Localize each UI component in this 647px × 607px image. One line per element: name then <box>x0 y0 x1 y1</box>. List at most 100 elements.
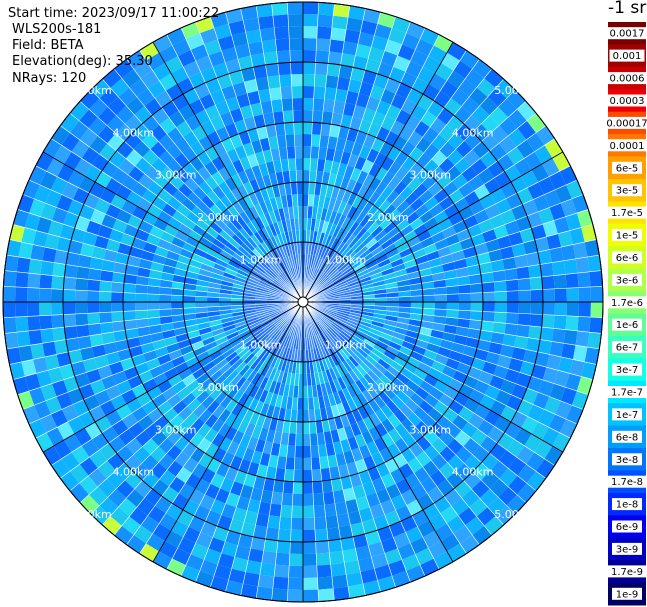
ppi-gate <box>363 402 375 417</box>
instrument-label: WLS200s-181 <box>12 22 102 37</box>
ppi-gate <box>270 442 281 457</box>
ppi-gate <box>448 400 464 415</box>
ppi-gate <box>370 225 384 238</box>
ppi-gate <box>361 159 374 174</box>
ppi-gate <box>120 233 135 247</box>
ppi-gate <box>174 152 190 169</box>
ppi-gate <box>415 168 431 184</box>
ppi-gate <box>68 239 83 255</box>
ppi-gate <box>526 252 540 267</box>
ppi-gate <box>36 370 52 388</box>
ppi-gate <box>271 588 288 602</box>
ppi-gate <box>334 278 346 286</box>
ppi-gate <box>277 358 285 371</box>
ppi-gate <box>438 372 453 386</box>
ppi-gate <box>205 510 222 527</box>
ppi-gate <box>159 315 173 325</box>
colorbar-label-bg <box>612 273 642 286</box>
ppi-gate <box>219 305 232 311</box>
ppi-gate <box>284 231 291 244</box>
ppi-gate <box>467 328 481 340</box>
ppi-gate <box>247 277 260 285</box>
ppi-gate <box>225 492 240 508</box>
ppi-gate <box>290 324 296 337</box>
ppi-gate <box>511 243 526 258</box>
ppi-gate <box>541 314 555 329</box>
ppi-gate <box>388 253 402 263</box>
ppi-gate <box>438 462 456 480</box>
colorbar-label-bg <box>606 475 647 488</box>
ppi-gate <box>172 189 188 204</box>
ppi-gate <box>438 196 454 211</box>
ppi-gate <box>369 503 385 519</box>
ppi-gate <box>349 116 363 131</box>
ppi-gate <box>232 159 245 174</box>
ppi-gate <box>258 314 271 322</box>
ppi-gate <box>439 446 456 463</box>
ppi-gate <box>188 230 203 242</box>
ppi-gate <box>162 387 177 401</box>
ray-separator <box>102 301 304 526</box>
ppi-gate <box>308 409 316 422</box>
ppi-gate <box>504 323 518 336</box>
ppi-gate <box>555 400 572 420</box>
ppi-gate <box>257 362 267 375</box>
ppi-gate <box>401 171 416 187</box>
ppi-gate <box>321 332 330 344</box>
ppi-gate <box>401 253 415 264</box>
ppi-gate <box>393 55 411 72</box>
ppi-gate <box>590 302 603 318</box>
ppi-gate <box>254 246 266 258</box>
ppi-gate <box>200 521 217 538</box>
ppi-gate <box>226 221 239 235</box>
ppi-gate <box>337 376 347 390</box>
ppi-gate <box>207 302 220 307</box>
ppi-gate <box>517 313 531 326</box>
ppi-gate <box>397 285 411 292</box>
ppi-gate <box>342 548 358 563</box>
ppi-gate <box>213 141 227 157</box>
ppi-gate <box>303 110 313 123</box>
ppi-gate <box>116 480 135 499</box>
ppi-gate <box>288 26 303 39</box>
ppi-gate <box>317 320 326 332</box>
ppi-gate <box>172 38 191 57</box>
ppi-gate <box>296 349 301 362</box>
ppi-gate <box>223 271 236 280</box>
ppi-gate <box>390 336 404 346</box>
ppi-gate <box>383 370 397 383</box>
ppi-gate <box>336 76 351 91</box>
ppi-gate <box>231 290 244 296</box>
ppi-gate <box>398 296 411 302</box>
ppi-gate <box>569 359 585 377</box>
ppi-gate <box>442 365 457 379</box>
ppi-gate <box>288 360 294 374</box>
ppi-gate <box>226 148 240 163</box>
ppi-gate <box>360 317 373 325</box>
ppi-gate <box>396 242 410 253</box>
ppi-gate <box>204 428 218 443</box>
ppi-gate <box>373 514 389 531</box>
ppi-gate <box>293 469 303 482</box>
ppi-gate <box>260 350 271 363</box>
ppi-gate <box>120 357 135 371</box>
ppi-gate <box>362 518 378 534</box>
ppi-gate <box>340 53 356 68</box>
ppi-gate <box>142 189 158 204</box>
ppi-gate <box>401 33 421 50</box>
ppi-gate <box>260 335 271 347</box>
ppi-gate <box>276 318 286 328</box>
ppi-gate <box>243 408 255 423</box>
ppi-gate <box>508 475 527 495</box>
ppi-gate <box>318 319 328 330</box>
ppi-gate <box>242 367 254 380</box>
ray-separator <box>139 301 304 554</box>
ppi-gate <box>272 280 284 289</box>
ray-separator <box>302 125 546 303</box>
ppi-gate <box>81 439 100 458</box>
ppi-gate <box>367 331 380 341</box>
ppi-gate <box>340 264 352 274</box>
ppi-gate <box>398 307 411 314</box>
ppi-gate <box>273 248 282 261</box>
ppi-gate <box>361 287 375 293</box>
